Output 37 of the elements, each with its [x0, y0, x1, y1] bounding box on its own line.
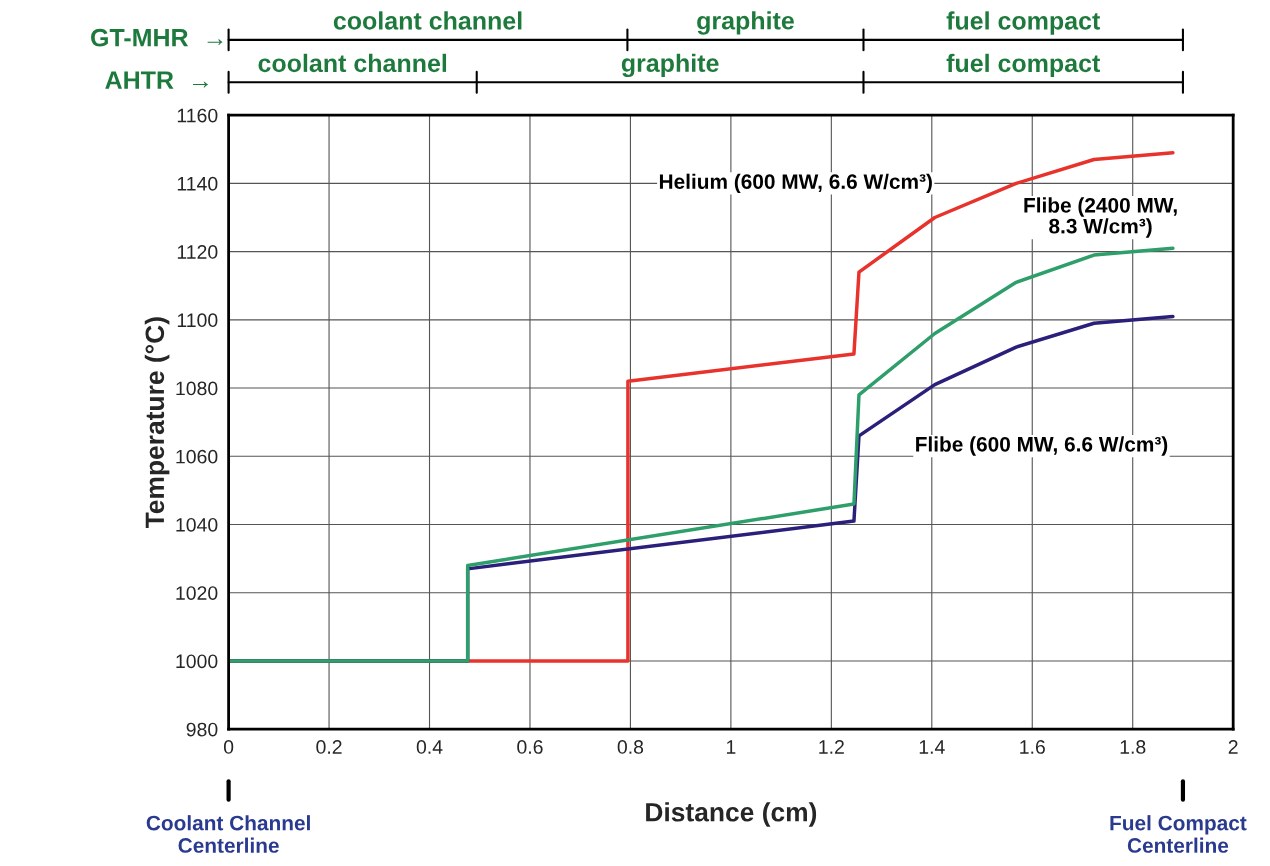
- x-tick-label: 1.2: [819, 740, 844, 754]
- text: Fuel Compact Centerline: [1110, 815, 1247, 853]
- y-tick-label: 1000: [176, 654, 218, 669]
- x-tick-label: 1.6: [1020, 740, 1045, 754]
- x-tick-label: 0.2: [316, 740, 342, 754]
- x-tick-label: 0.4: [416, 740, 443, 754]
- x-tick-label: 0.6: [517, 740, 543, 754]
- y-tick-label: 1040: [176, 517, 218, 532]
- series-label: Flibe (2400 MW, 8.3 W/cm³): [1024, 197, 1177, 238]
- text: coolant channel: [258, 53, 447, 73]
- y-tick-label: 1020: [176, 586, 218, 600]
- x-axis-title: Distance (cm): [646, 802, 817, 827]
- text: coolant channel: [333, 11, 522, 30]
- y-tick-label: 1100: [177, 313, 218, 328]
- text: fuel compact: [946, 11, 1101, 35]
- x-tick-label: 0: [223, 740, 234, 754]
- series-label: Helium (600 MW, 6.6 W/cm³): [659, 173, 932, 194]
- text: Coolant Channel Centerline: [146, 815, 310, 853]
- y-tick-label: 1140: [177, 176, 218, 191]
- y-tick-label: 1160: [177, 108, 218, 123]
- y-axis-title: Temperature (°C): [144, 317, 170, 529]
- text: GT-MHR →: [91, 28, 223, 47]
- x-tick-label: 1.4: [919, 740, 945, 754]
- line-series: [228, 246, 1175, 663]
- y-tick-label: 1080: [176, 381, 218, 396]
- text: graphite: [697, 11, 794, 35]
- text: AHTR →: [105, 71, 208, 89]
- text: fuel compact: [946, 53, 1101, 78]
- y-tick-label: 1060: [176, 449, 218, 464]
- y-tick-label: 980: [186, 722, 218, 737]
- series-label: Flibe (600 MW, 6.6 W/cm³): [916, 436, 1168, 456]
- x-tick-label: 1: [726, 740, 736, 754]
- y-tick-label: 1120: [177, 245, 218, 259]
- x-tick-label: 2: [1228, 740, 1238, 754]
- x-tick-label: 1.8: [1120, 740, 1146, 754]
- text: graphite: [621, 53, 719, 78]
- x-tick-label: 0.8: [617, 740, 644, 754]
